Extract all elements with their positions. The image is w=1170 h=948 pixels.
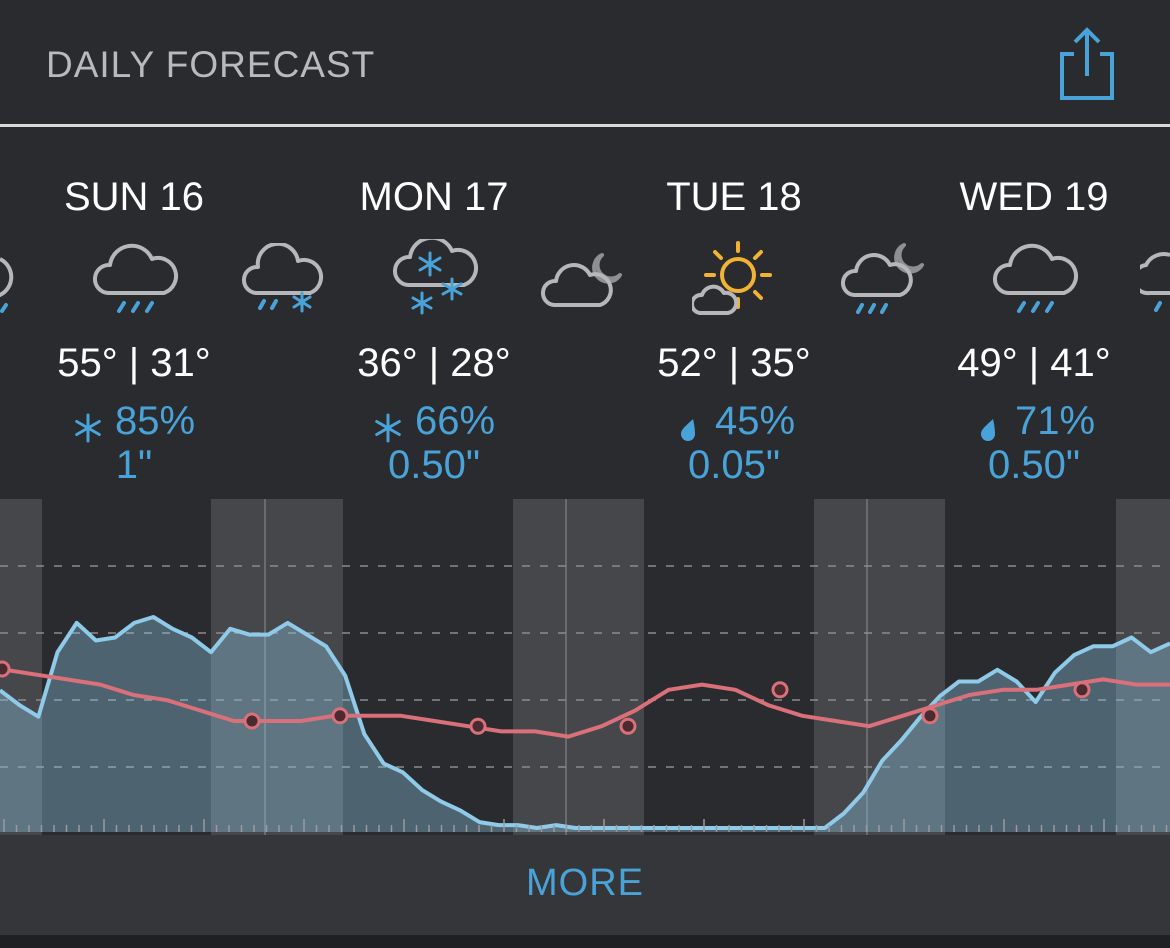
page-title: DAILY FORECAST <box>46 44 376 85</box>
temperature-series <box>0 660 1170 739</box>
bottom-strip <box>0 935 1170 948</box>
rain-cloud-moon-night-icon <box>841 243 924 314</box>
temperature-marker <box>1073 681 1091 699</box>
precip-line <box>0 615 1170 830</box>
raindrop-icon <box>673 408 703 442</box>
day-name: WED 19 <box>959 175 1109 219</box>
temperature-marker <box>619 717 637 735</box>
snowflake-icon <box>73 408 103 443</box>
precip-probability: 71% <box>884 399 1170 444</box>
temperature-range: 36° | 28° <box>357 341 511 385</box>
day-name: TUE 18 <box>666 175 802 219</box>
probability-value: 85% <box>114 399 196 443</box>
day-name: MON 17 <box>359 175 509 219</box>
night-bands <box>0 499 1170 835</box>
night-band <box>1116 499 1170 835</box>
temperature-marker <box>331 707 349 725</box>
rain-cloud-icon <box>992 243 1078 313</box>
precip-area <box>0 617 1170 832</box>
precip-amount: 0.50" <box>987 443 1081 487</box>
rain-cloud-icon <box>92 243 178 313</box>
sun-cloud-icon <box>692 241 772 315</box>
night-band <box>814 499 945 835</box>
night-band <box>513 499 644 835</box>
probability-value: 45% <box>714 399 796 443</box>
precip-probability: 85% <box>0 399 284 444</box>
snowflake-icon <box>373 408 403 443</box>
temperature-marker <box>0 660 11 678</box>
probability-value: 71% <box>1014 399 1096 443</box>
day-name: SUN 16 <box>63 175 205 219</box>
header-divider <box>0 124 1170 127</box>
raindrop-icon <box>973 408 1003 442</box>
temperature-marker <box>921 707 939 725</box>
temperature-line <box>0 667 1170 739</box>
snow-rain-cloud-night-icon <box>242 243 324 313</box>
header: DAILY FORECAST <box>0 0 1170 124</box>
probability-value: 66% <box>414 399 496 443</box>
precip-amount: 0.50" <box>387 443 481 487</box>
axis-ticks <box>3 819 1168 832</box>
cloud-moon-night-icon <box>541 253 622 307</box>
temperature-range: 55° | 31° <box>57 341 211 385</box>
temperature-range: 49° | 41° <box>957 341 1111 385</box>
night-band <box>211 499 343 835</box>
rain-cloud-night-icon <box>0 257 14 313</box>
temperature-marker <box>771 681 789 699</box>
daily-forecast-strip[interactable]: SUN 16 55° | 31° 85% 1" MON 17 36° | 28°… <box>0 127 1170 499</box>
share-icon[interactable] <box>1056 24 1118 104</box>
precip-probability: 66% <box>284 399 584 444</box>
precip-amount: 1" <box>115 443 153 487</box>
rain-cloud-night-icon <box>1140 252 1170 312</box>
temperature-marker <box>243 712 261 730</box>
precip-series <box>0 615 1170 832</box>
more-bar <box>0 835 1170 935</box>
temperature-range: 52° | 35° <box>657 341 811 385</box>
snow-cloud-icon <box>392 239 478 315</box>
hourly-chart[interactable] <box>0 499 1170 835</box>
precip-probability: 45% <box>584 399 884 444</box>
more-button[interactable]: MORE <box>526 862 644 904</box>
temperature-marker <box>469 717 487 735</box>
grid-lines <box>0 565 1170 768</box>
precip-amount: 0.05" <box>687 443 781 487</box>
